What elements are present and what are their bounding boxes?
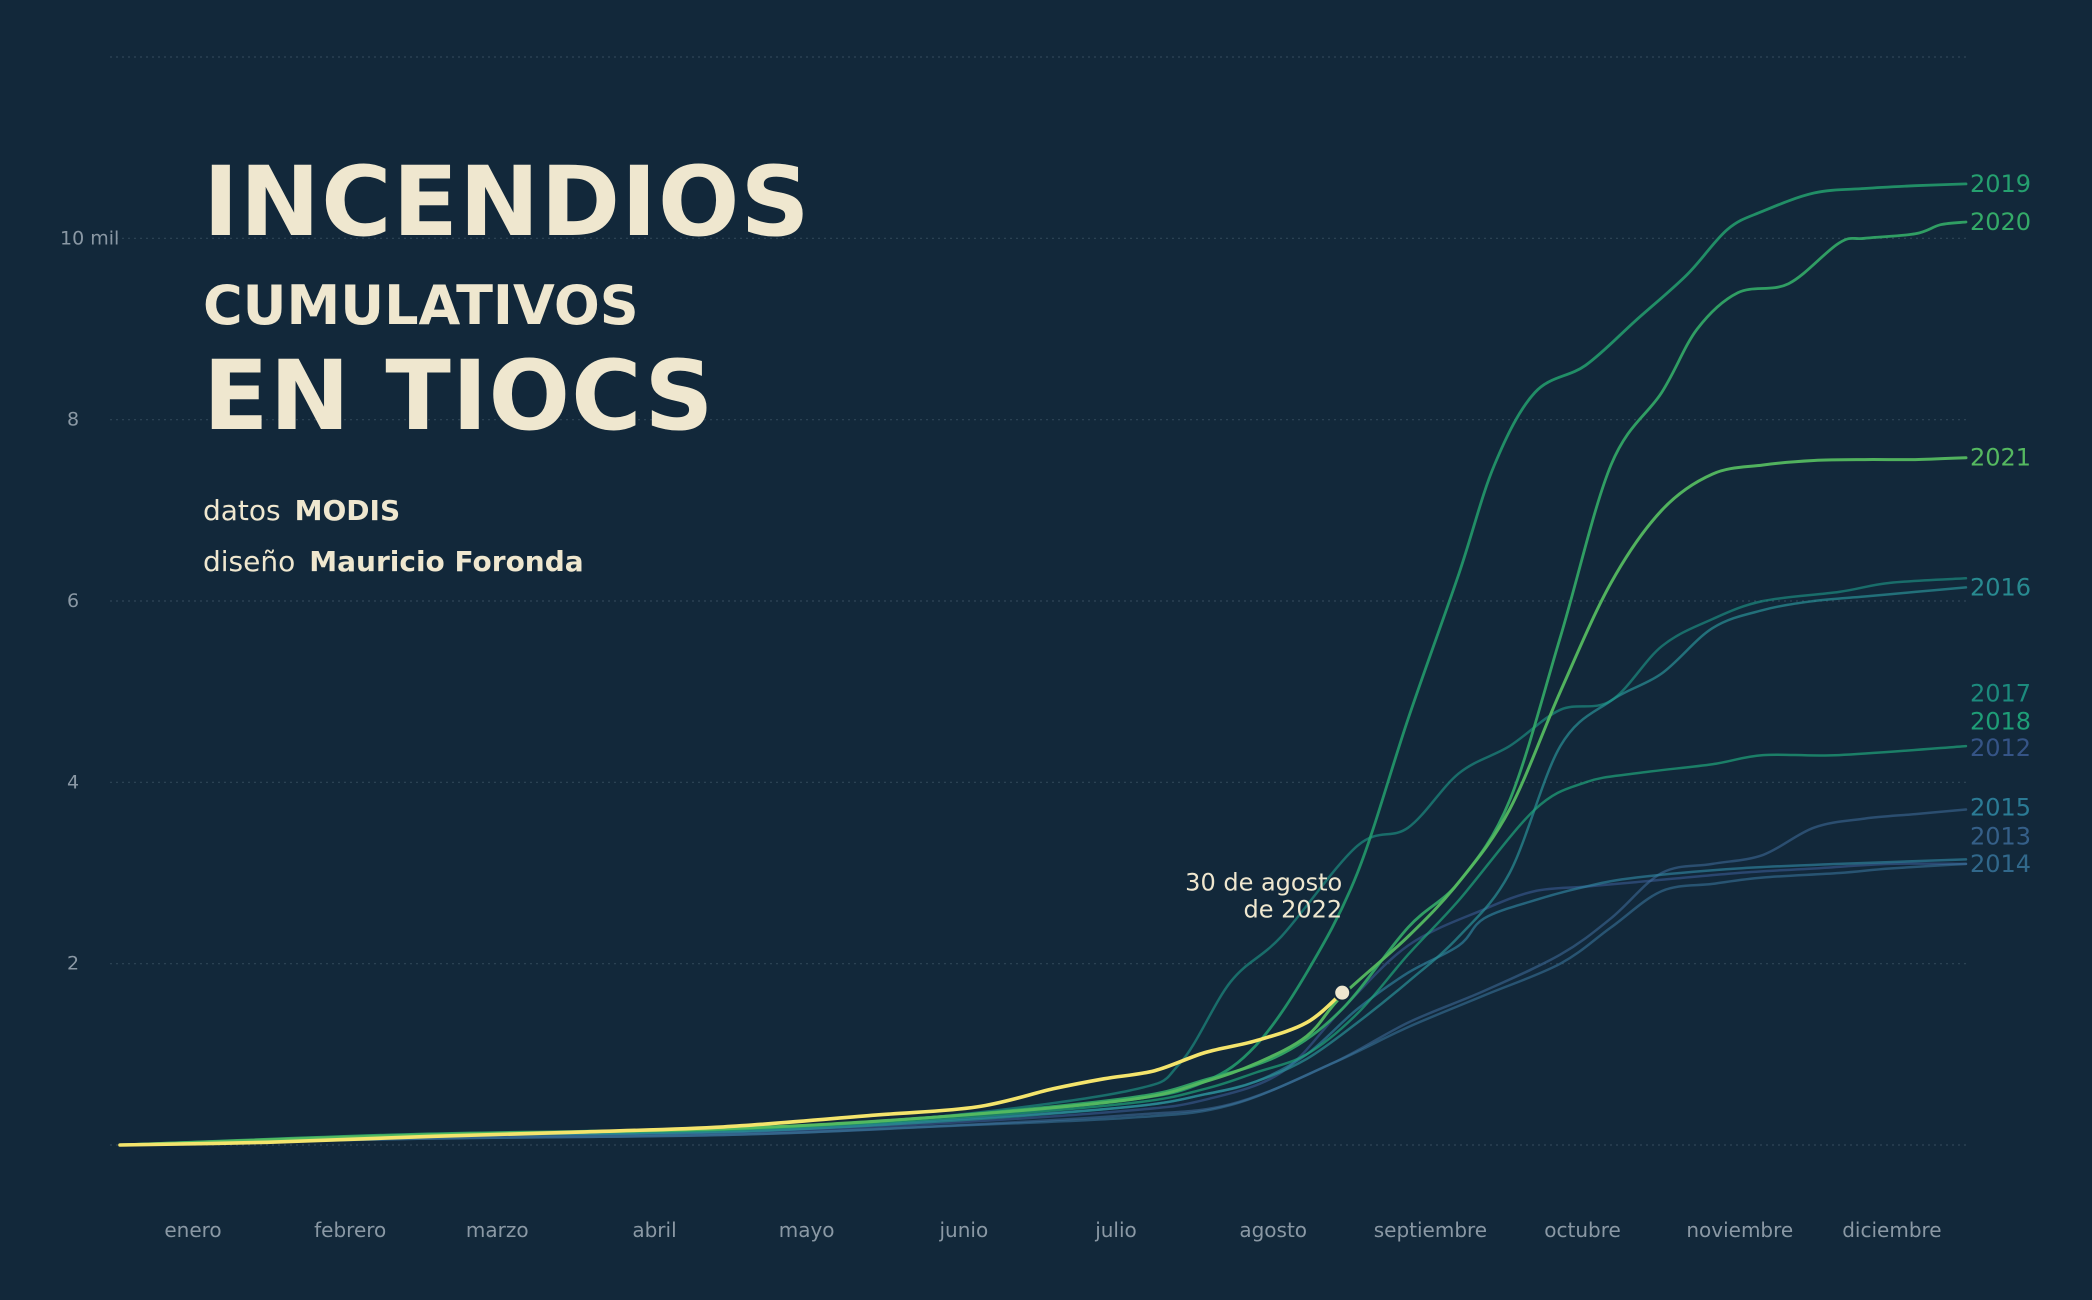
month-label: agosto bbox=[1239, 1218, 1307, 1242]
month-label: septiembre bbox=[1374, 1218, 1487, 1242]
series-label-2013: 2013 bbox=[1970, 823, 2031, 851]
y-tick-label: 10 mil bbox=[60, 227, 119, 249]
y-axis-ticks: 2 4 6 8 10 mil bbox=[60, 227, 119, 974]
y-tick-label: 8 bbox=[67, 409, 79, 431]
title-line1: INCENDIOS bbox=[203, 146, 811, 258]
series-label-2018: 2018 bbox=[1970, 708, 2031, 736]
series-label-2017: 2017 bbox=[1970, 679, 2031, 707]
month-label: julio bbox=[1094, 1218, 1137, 1242]
title-line3: EN TIOCS bbox=[203, 340, 715, 452]
series-line-2015 bbox=[118, 858, 1968, 1147]
series-line-2016 bbox=[118, 586, 1968, 1147]
month-label: febrero bbox=[314, 1218, 386, 1242]
title-line2: CUMULATIVOS bbox=[203, 274, 639, 337]
series-line-2021 bbox=[118, 456, 1968, 1147]
series-lines bbox=[118, 182, 1968, 1147]
series-label-2019: 2019 bbox=[1970, 170, 2031, 198]
series-line-2014 bbox=[118, 862, 1968, 1147]
series-line-2017 bbox=[118, 577, 1968, 1147]
design-credit: diseño Mauricio Foronda bbox=[203, 545, 584, 596]
month-label: abril bbox=[632, 1218, 676, 1242]
current-date-marker bbox=[1333, 983, 1352, 1002]
design-credit-label: diseño bbox=[203, 545, 296, 578]
series-label-2015: 2015 bbox=[1970, 794, 2031, 822]
series-label-2016: 2016 bbox=[1970, 573, 2031, 601]
y-tick-label: 4 bbox=[67, 771, 79, 793]
month-label: marzo bbox=[466, 1218, 529, 1242]
y-tick-label: 2 bbox=[67, 953, 79, 975]
month-label: diciembre bbox=[1842, 1218, 1941, 1242]
design-credit-value: Mauricio Foronda bbox=[309, 545, 584, 578]
series-line-2012 bbox=[118, 862, 1968, 1147]
month-label: enero bbox=[164, 1218, 221, 1242]
series-label-2020: 2020 bbox=[1970, 208, 2031, 236]
series-line-2022 bbox=[118, 990, 1344, 1147]
series-label-2014: 2014 bbox=[1970, 850, 2031, 878]
data-credit-label: datos bbox=[203, 494, 281, 527]
annotation-line1: 30 de agosto bbox=[1185, 869, 1342, 897]
credits: datos MODIS diseño Mauricio Foronda bbox=[203, 494, 584, 596]
y-tick-label: 6 bbox=[67, 590, 79, 612]
month-label: octubre bbox=[1544, 1218, 1621, 1242]
series-line-2013 bbox=[118, 808, 1968, 1147]
series-label-2012: 2012 bbox=[1970, 734, 2031, 762]
x-axis-months: enero febrero marzo abril mayo junio julio agos… bbox=[164, 1218, 1941, 1242]
data-credit-value: MODIS bbox=[294, 494, 401, 527]
annotation: 30 de agosto de 2022 bbox=[1185, 869, 1352, 1002]
series-label-2021: 2021 bbox=[1970, 444, 2031, 472]
month-label: junio bbox=[939, 1218, 989, 1242]
month-label: noviembre bbox=[1686, 1218, 1793, 1242]
month-label: mayo bbox=[779, 1218, 835, 1242]
series-line-2018 bbox=[118, 744, 1968, 1147]
annotation-line2: de 2022 bbox=[1243, 896, 1342, 924]
data-credit: datos MODIS bbox=[203, 494, 584, 545]
title-block: INCENDIOS CUMULATIVOS EN TIOCS bbox=[203, 150, 811, 448]
